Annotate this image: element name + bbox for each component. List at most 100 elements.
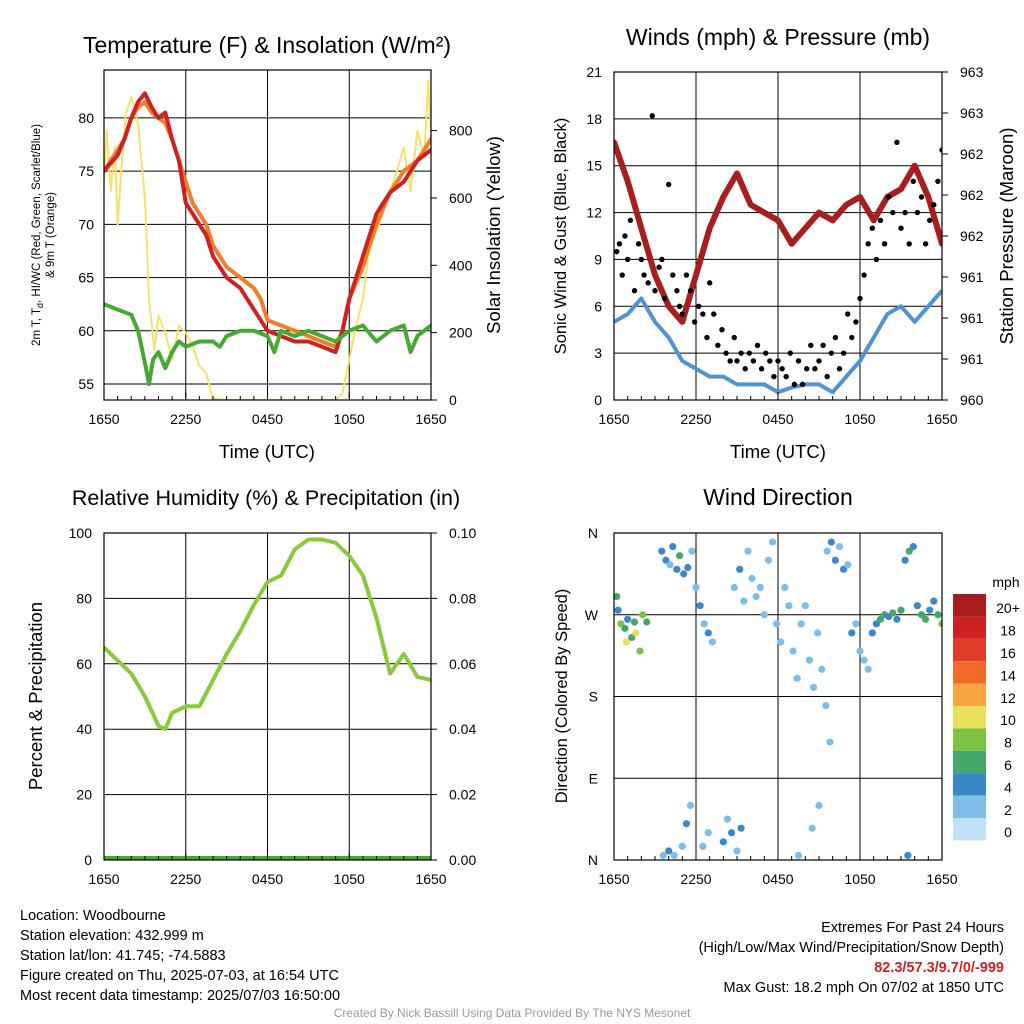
wind-y2-tick-label: 962: [960, 146, 984, 162]
direction-point: [723, 815, 732, 823]
colorbar-swatch: [953, 594, 986, 617]
direction-point: [682, 820, 691, 828]
recent-timestamp: Most recent data timestamp: 2025/07/03 1…: [20, 988, 341, 1004]
temp-y-tick-label: 75: [78, 163, 94, 179]
direction-point: [789, 647, 797, 655]
gust-point: [918, 194, 925, 200]
gust-point: [832, 334, 839, 341]
temp-y-tick-label: 65: [78, 270, 94, 286]
temp-x-tick-label: 1650: [88, 411, 119, 427]
direction-point: [688, 547, 696, 555]
colorbar-swatch: [953, 750, 986, 774]
wind-x-tick-label: 2250: [680, 411, 711, 427]
direction-point: [676, 552, 684, 560]
gust-point: [719, 327, 725, 333]
gust-point: [665, 181, 672, 188]
direction-point: [814, 629, 822, 637]
gust-point: [886, 194, 892, 200]
rh-series-humidity: [104, 537, 431, 732]
gust-point: [906, 241, 912, 247]
wind-panel: 0 3 6 9 12 15 18 21 960 961 961 961 962 962 962 963 963 1…: [552, 64, 1017, 462]
dir-chart-title: Wind Direction: [703, 484, 853, 510]
direction-point: [696, 602, 704, 610]
direction-point: [926, 606, 934, 614]
wind-ticks: 0 3 6 9 12 15 18 21 960 961 961 961 962 962 962 963 963 1…: [586, 64, 983, 427]
temp-x-tick-label: 2250: [170, 411, 201, 427]
temp-x-tick-label: 0450: [252, 411, 283, 427]
gust-point: [704, 334, 710, 341]
direction-point: [708, 638, 717, 646]
temp-ylabel-sub: d: [35, 303, 45, 308]
direction-point: [777, 638, 785, 646]
direction-point: [736, 565, 744, 573]
direction-point: [752, 592, 760, 601]
direction-point: [669, 543, 677, 551]
direction-point: [704, 829, 712, 837]
direction-point: [658, 547, 666, 555]
direction-point: [818, 665, 826, 673]
direction-point: [794, 851, 803, 860]
direction-point: [797, 620, 805, 628]
dir-x-tick-label: 2250: [680, 871, 711, 887]
extremes-legend: (High/Low/Max Wind/Precipitation/Snow De…: [698, 940, 1004, 956]
gust-point: [754, 342, 761, 349]
temp-y-tick-label: 60: [78, 323, 94, 339]
speed-colorbar: mph 20+ 18 16 14 12 10 8 6 4 2 0: [953, 574, 1020, 841]
temp-ylabel-part2: , HI/WC (Red, Green, Scarlet/Blue): [31, 124, 43, 303]
gust-point: [845, 311, 851, 317]
dir-ylabel: Direction (Colored By Speed): [553, 589, 571, 804]
direction-point: [719, 838, 727, 846]
direction-point: [760, 611, 768, 619]
rh-x-tick-label: 2250: [170, 871, 201, 887]
direction-point: [823, 547, 831, 555]
direction-point: [893, 615, 901, 623]
gust-point: [894, 139, 900, 145]
dir-y-tick-label: E: [589, 770, 598, 786]
gust-point: [635, 241, 642, 247]
wind-y2-tick-label: 961: [960, 269, 984, 285]
rh-ylabel: Percent & Precipitation: [25, 602, 46, 790]
direction-point: [659, 851, 667, 860]
direction-point: [913, 602, 922, 610]
gust-point: [614, 248, 620, 255]
wind-y2-tick-label: 961: [960, 351, 984, 367]
colorbar-swatch: [953, 706, 986, 729]
colorbar-label: 10: [1000, 712, 1016, 728]
rh-y-tick-label: 100: [69, 525, 93, 541]
gust-point: [849, 334, 855, 341]
wind-grid: [614, 72, 942, 400]
direction-point: [844, 561, 852, 569]
gust-point: [649, 113, 655, 119]
wind-y-tick-label: 15: [586, 158, 602, 174]
gust-point: [734, 358, 740, 364]
direction-point: [643, 618, 651, 626]
direction-point: [809, 683, 818, 692]
gust-point: [631, 287, 638, 294]
gust-point: [836, 366, 843, 372]
humidity-panel: 0 20 40 60 80 100 0.00 0.02 0.04 0.06 0.08 0.10 1650…: [25, 525, 476, 887]
gust-point: [711, 311, 717, 317]
gust-point: [824, 373, 830, 380]
direction-point: [622, 638, 630, 646]
direction-point: [808, 824, 816, 832]
gust-point: [750, 358, 757, 364]
colorbar-swatch: [953, 638, 986, 662]
direction-point: [864, 665, 872, 673]
gust-point: [746, 350, 752, 356]
gust-point: [816, 358, 822, 364]
direction-point: [922, 615, 930, 623]
colorbar-swatch: [953, 773, 986, 796]
rh-y-tick-label: 60: [76, 656, 92, 672]
gust-point: [627, 217, 634, 224]
direction-point: [773, 620, 781, 628]
direction-point: [930, 597, 938, 605]
direction-point: [756, 583, 764, 592]
wind-x-tick-label: 1650: [926, 411, 957, 427]
direction-point: [768, 538, 777, 546]
station-location: Location: Woodbourne: [20, 908, 166, 924]
max-gust: Max Gust: 18.2 mph On 07/02 at 1850 UTC: [723, 980, 1004, 996]
rh-x-tick-label: 0450: [252, 871, 283, 887]
colorbar-swatch: [953, 728, 986, 751]
